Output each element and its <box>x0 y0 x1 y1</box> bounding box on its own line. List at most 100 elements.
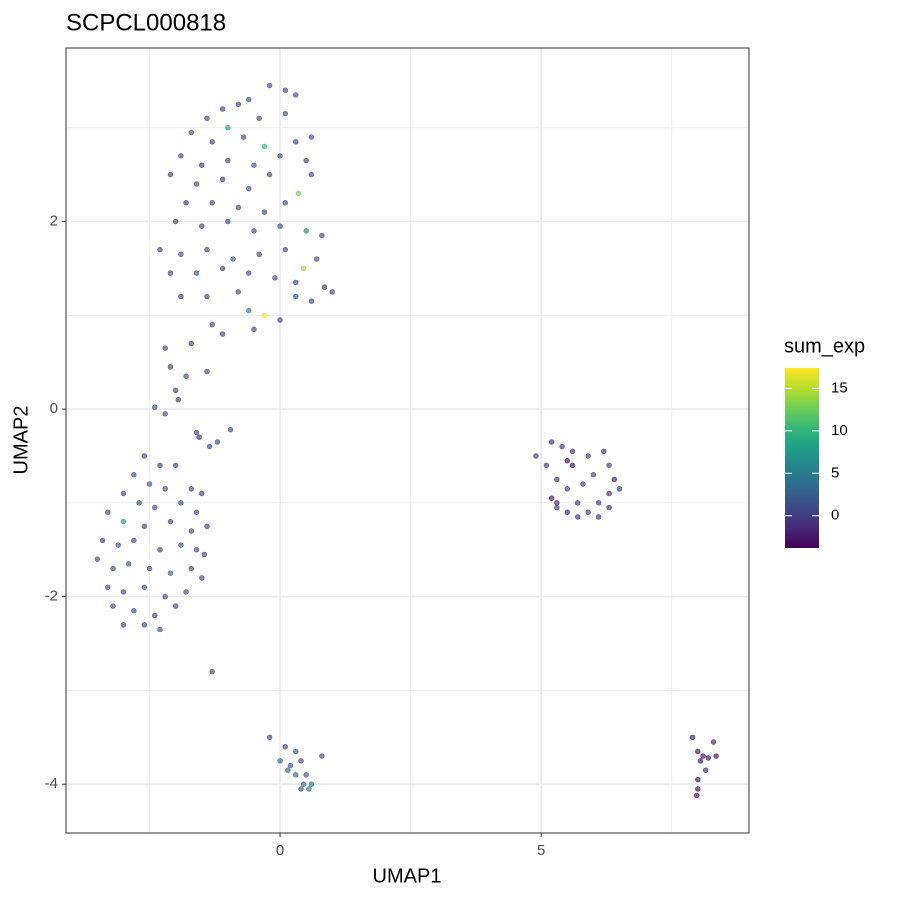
point <box>235 101 242 107</box>
point <box>282 200 289 206</box>
chart-title: SCPCL000818 <box>66 9 226 36</box>
point <box>227 427 234 433</box>
point <box>152 612 158 619</box>
point <box>172 603 179 609</box>
point <box>256 251 262 258</box>
point <box>188 528 195 534</box>
point <box>120 589 127 595</box>
point <box>162 345 168 351</box>
point <box>564 486 570 492</box>
point <box>282 744 289 750</box>
point <box>204 115 210 122</box>
colorbar <box>785 368 819 548</box>
legend-title: sum_exp <box>784 335 865 357</box>
point <box>199 490 205 497</box>
point <box>300 265 307 272</box>
point <box>157 462 163 469</box>
point <box>183 373 189 379</box>
point <box>214 439 221 445</box>
point <box>206 443 213 450</box>
point <box>293 748 299 755</box>
grid <box>66 48 749 833</box>
point <box>585 453 591 459</box>
point <box>141 453 148 459</box>
point <box>204 523 210 530</box>
point <box>115 542 121 548</box>
point <box>120 622 127 628</box>
point <box>606 504 612 511</box>
point <box>209 200 215 206</box>
point <box>246 96 252 103</box>
point <box>167 518 174 525</box>
point <box>225 157 231 164</box>
point <box>293 772 299 778</box>
point <box>564 509 570 515</box>
point <box>146 565 153 572</box>
point <box>162 411 168 417</box>
point <box>219 265 226 272</box>
point <box>193 270 200 276</box>
point <box>277 153 283 159</box>
point <box>146 481 153 487</box>
point <box>697 758 704 764</box>
point <box>313 256 320 262</box>
point <box>303 228 309 234</box>
point <box>306 786 312 792</box>
point <box>141 523 148 530</box>
point <box>167 364 174 370</box>
point <box>319 753 325 759</box>
point <box>606 490 612 497</box>
point <box>700 753 706 759</box>
point <box>157 547 163 553</box>
point <box>277 317 283 323</box>
point <box>293 139 299 145</box>
point <box>298 758 304 764</box>
point <box>554 504 560 511</box>
point <box>564 457 570 464</box>
x-tick-label: 5 <box>537 842 545 859</box>
y-tick-label: 2 <box>50 212 58 229</box>
point <box>710 739 717 745</box>
point <box>193 181 200 187</box>
point <box>308 781 315 787</box>
point <box>152 404 158 410</box>
point <box>178 251 184 258</box>
point <box>157 626 163 633</box>
point <box>282 110 289 117</box>
x-tick-label: 0 <box>276 842 284 859</box>
point <box>131 608 137 614</box>
point <box>554 500 560 506</box>
point <box>308 134 315 140</box>
point <box>702 767 709 773</box>
point <box>261 312 268 318</box>
point <box>293 279 299 286</box>
point <box>172 218 179 225</box>
point <box>188 486 195 492</box>
point <box>695 776 701 783</box>
point <box>585 509 591 515</box>
point <box>199 575 205 581</box>
point <box>569 462 576 469</box>
point <box>321 284 328 290</box>
point <box>225 218 231 225</box>
point <box>251 162 257 168</box>
point <box>225 125 231 131</box>
colorbar-tick-label: 0 <box>831 507 839 524</box>
point <box>256 115 262 122</box>
point <box>167 270 174 276</box>
point <box>689 734 696 741</box>
point <box>300 781 307 787</box>
point <box>136 500 142 506</box>
point <box>141 584 148 590</box>
point <box>209 139 215 145</box>
point <box>131 537 137 544</box>
point <box>152 504 158 511</box>
point <box>705 755 711 761</box>
point <box>277 223 283 229</box>
point <box>261 209 268 215</box>
point <box>209 321 215 328</box>
point <box>162 486 168 492</box>
point <box>251 326 257 333</box>
point <box>575 500 581 506</box>
